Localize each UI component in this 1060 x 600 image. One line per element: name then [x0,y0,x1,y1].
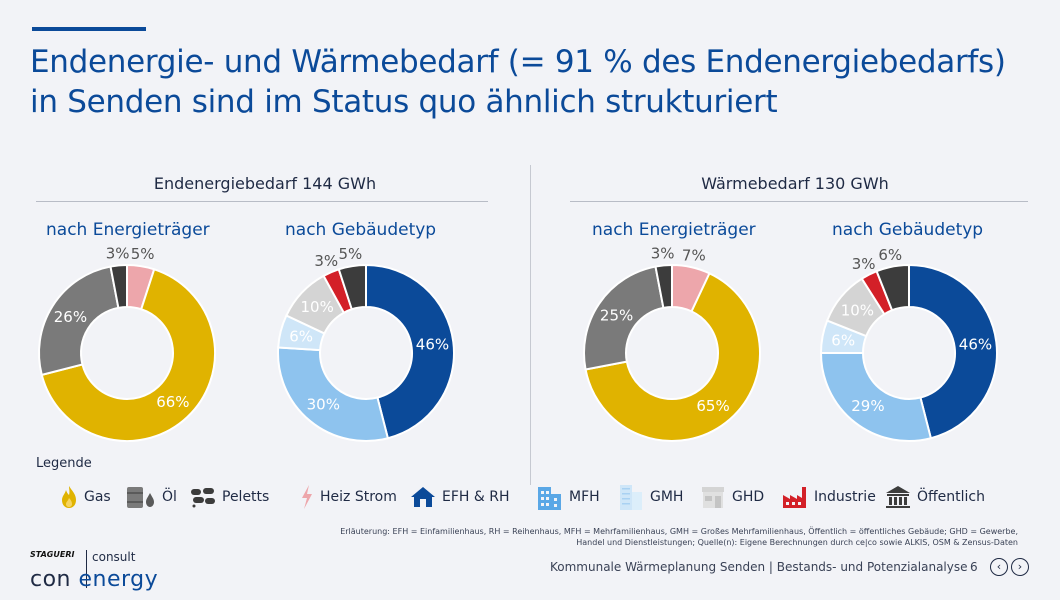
section-divider [530,165,531,485]
donut-slice-label: 29% [851,397,884,415]
legend-item-oel: Öl [126,482,177,512]
donut-slice [584,272,761,442]
factory-icon [783,487,806,508]
donut-slice-label: 7% [682,246,706,264]
house-icon [411,487,435,507]
shop-icon [702,487,724,508]
next-slide-button[interactable]: › [1011,558,1029,576]
footer-text: Kommunale Wärmeplanung Senden | Bestands… [550,560,968,574]
logo-separator [86,550,87,588]
legend-label-heizstrom: Heiz Strom [320,489,397,505]
donut-slice-label: 5% [338,245,362,263]
subhead-gebaeudetyp-left: nach Gebäudetyp [285,220,437,240]
legend-item-heizstrom: Heiz Strom [300,482,397,512]
donut-charts: 5%66%26%3%46%30%6%10%3% 5% 7%65%25%3%46%29… [38,244,998,442]
donut-slice-label: 5% [131,245,155,263]
legend-item-ghd: GHD [700,482,764,512]
donut-slice-label: 3% [106,244,130,262]
oil-barrel-icon [127,487,154,508]
subhead-energietraeger-right: nach Energieträger [592,220,756,240]
section-rule-left [36,201,488,202]
donut-slice [277,346,390,442]
legend-label-efh-rh: EFH & RH [442,489,510,505]
legend-label-oel: Öl [162,489,177,505]
large-building-icon [620,485,642,510]
donut-slice-label: 6% [289,327,313,345]
legend-item-industrie: Industrie [782,482,876,512]
legend-label-ghd: GHD [732,489,765,505]
donut-slice-label: 6% [878,246,902,264]
logo-consult: consult [92,550,136,564]
legend-item-oeffentlich: Öffentlich [885,482,985,512]
page-title: Endenergie- und Wärmebedarf (= 91 % des … [30,44,1006,120]
legend-label-industrie: Industrie [814,489,876,505]
donut-slice [40,268,216,442]
donut-slice [908,263,998,440]
donut-slice-label: 25% [600,306,633,324]
footnote: Erläuterung: EFH = Einfamilienhaus, RH =… [340,527,1018,547]
donut-slice-label: 46% [416,336,449,354]
legend-label-gas: Gas [84,489,111,505]
apartment-building-icon [538,487,561,510]
donut-slice-label: 26% [54,308,87,326]
title-accent-bar [32,27,146,31]
donut-slice [819,352,933,442]
donut-slice [875,263,910,312]
legend-item-efh-rh: EFH & RH [410,482,510,512]
donut-slice [583,265,665,371]
previous-slide-button[interactable]: ‹ [990,558,1008,576]
donut-slice-label: 10% [841,301,874,319]
legend-item-gas: Gas [60,482,111,512]
flame-icon [62,486,76,508]
legend-item-mfh: MFH [537,482,600,512]
section-rule-right [570,201,1028,202]
donut-slice [38,265,120,377]
donut-slice [654,263,673,309]
section-heading-endenergie: Endenergiebedarf 144 GWh [153,174,377,193]
donut-slice-label: 10% [300,298,333,316]
section-heading-waerme: Wärmebedarf 130 GWh [701,174,889,193]
legend-item-gmh: GMH [618,482,683,512]
legend-label-peletts: Peletts [222,489,270,505]
public-building-icon [886,486,910,508]
logo-energy: energy [78,567,159,592]
legend-title: Legende [36,456,92,471]
donut-slice-label: 65% [696,397,729,415]
lightning-icon [302,485,312,509]
legend-label-oeffentlich: Öffentlich [917,489,985,505]
logo-con: con [30,567,71,592]
donut-slice [365,263,455,440]
donut-slice-label: 3% [314,252,338,270]
donut-slice-label: 3% [852,255,876,273]
subhead-energietraeger-left: nach Energieträger [46,220,210,240]
pellets-icon [191,488,215,508]
donut-slice-label: 3% [651,244,675,262]
page-number: 6 [970,560,978,574]
legend-item-peletts: Peletts [190,482,269,512]
legend-label-gmh: GMH [650,489,684,505]
logo-con-energy: con energy [30,567,158,592]
donut-slice-label: 46% [959,336,992,354]
donut-slice-label: 6% [831,331,855,349]
legend-label-mfh: MFH [569,489,600,505]
subhead-gebaeudetyp-right: nach Gebäudetyp [832,220,984,240]
logo-wordmark-small: STAGUERI [30,550,75,559]
donut-slice-label: 66% [156,393,189,411]
donut-slice [337,263,367,311]
donut-slice [109,263,128,309]
donut-slice-label: 30% [307,396,340,414]
